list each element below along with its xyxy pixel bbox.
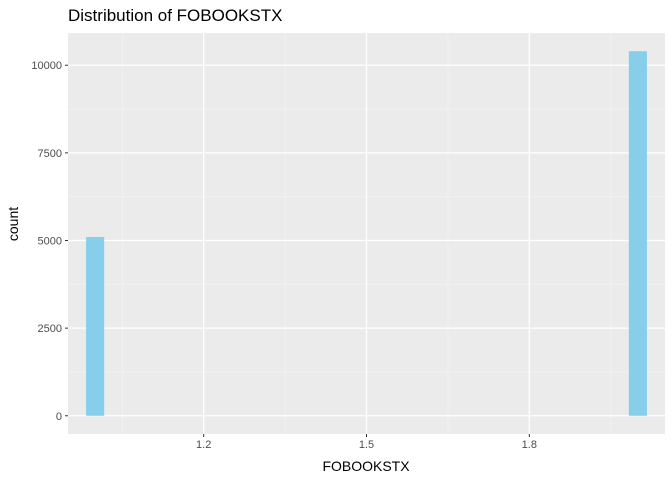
y-axis-title: count [5, 207, 21, 241]
y-tick-label: 10000 [31, 60, 62, 72]
x-axis-ticks: 1.2 1.5 1.8 [196, 434, 537, 451]
chart-title: Distribution of FOBOOKSTX [68, 6, 282, 25]
y-tick-label: 5000 [38, 236, 62, 248]
y-tick-label: 0 [56, 411, 62, 423]
x-tick-label: 1.2 [196, 439, 211, 451]
histogram-bar [86, 237, 105, 416]
x-axis-title: FOBOOKSTX [322, 458, 410, 474]
y-tick-label: 7500 [38, 148, 62, 160]
histogram-bar [628, 51, 647, 416]
y-axis-ticks: 0 2500 5000 7500 10000 [31, 60, 68, 423]
histogram-bars [86, 51, 647, 416]
x-tick-label: 1.5 [359, 439, 374, 451]
y-tick-label: 2500 [38, 323, 62, 335]
x-tick-label: 1.8 [522, 439, 537, 451]
major-gridlines [68, 33, 665, 434]
